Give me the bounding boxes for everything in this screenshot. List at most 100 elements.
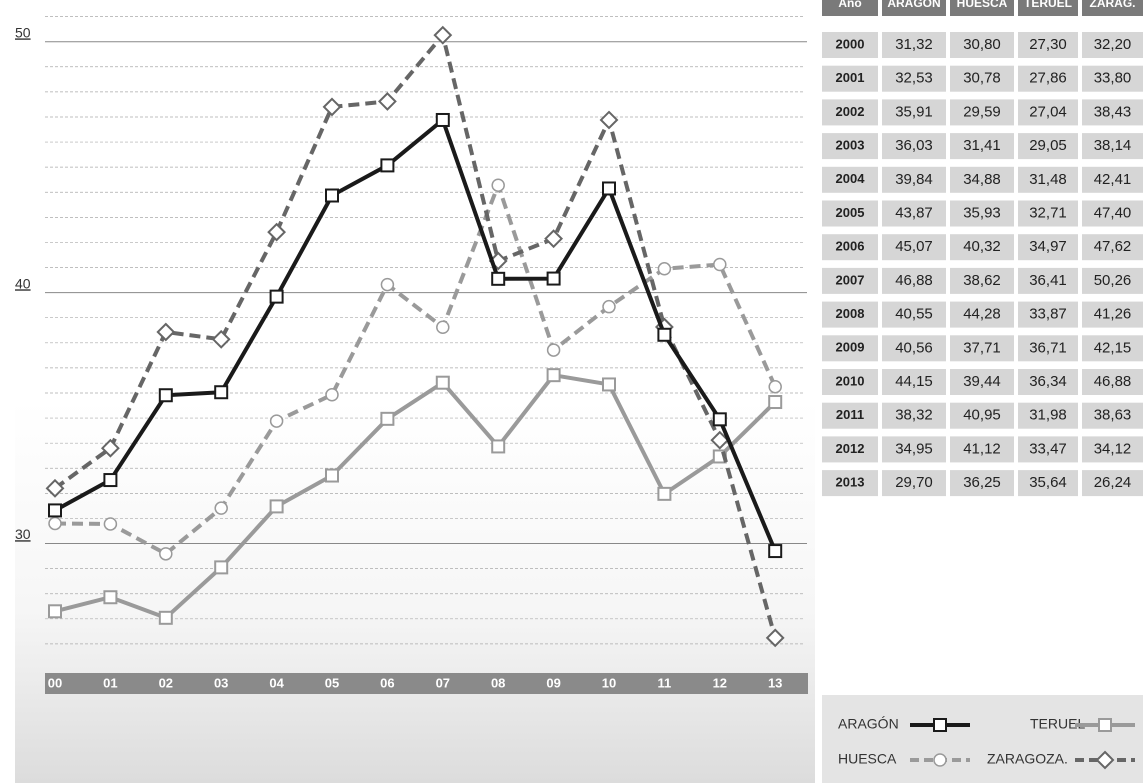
data-point	[48, 503, 62, 518]
table-value: 27,30	[1029, 36, 1067, 53]
data-point	[768, 395, 783, 410]
data-point	[710, 430, 730, 450]
data-point	[159, 547, 173, 561]
data-point	[546, 368, 561, 383]
table-value: 26,24	[1094, 474, 1132, 491]
table-cell	[882, 301, 946, 328]
x-tick-label: 04	[269, 675, 284, 690]
data-point	[214, 560, 229, 575]
table-cell	[1018, 99, 1078, 126]
table-year: 2005	[836, 205, 865, 220]
table-cell	[1018, 32, 1078, 58]
data-point	[380, 158, 395, 173]
table-cell	[822, 166, 878, 193]
table-header-cell	[882, 0, 946, 16]
table-year: 2012	[836, 441, 865, 456]
table-cell	[882, 402, 946, 429]
table-value: 38,63	[1094, 407, 1132, 424]
legend-marker	[1095, 750, 1115, 770]
data-point	[214, 385, 229, 400]
table-value: 30,78	[963, 70, 1001, 87]
table-cell	[1082, 402, 1143, 429]
x-tick-label: 12	[713, 675, 727, 690]
table-cell	[1082, 369, 1143, 395]
table-cell	[950, 369, 1014, 395]
x-tick-label: 06	[380, 675, 394, 690]
data-point	[269, 499, 284, 514]
data-point	[433, 25, 453, 45]
table-cell	[950, 301, 1014, 328]
series-line	[54, 373, 777, 620]
table-cell	[882, 133, 946, 160]
table-cell	[1082, 65, 1143, 92]
data-point	[325, 387, 339, 402]
x-tick-label: 08	[491, 675, 505, 690]
data-point	[713, 257, 727, 272]
table-value: 36,03	[895, 137, 933, 154]
table-value: 42,41	[1094, 171, 1132, 188]
data-point	[267, 222, 287, 242]
table-value: 40,56	[895, 339, 933, 356]
data-point	[491, 178, 505, 192]
table-cell	[1018, 65, 1078, 92]
table-value: 43,87	[895, 204, 933, 221]
data-point	[491, 271, 506, 286]
table-value: 34,97	[1029, 238, 1067, 255]
table-value: 37,71	[963, 339, 1001, 356]
table-cell	[950, 335, 1014, 362]
legend-marker	[933, 718, 947, 732]
data-point	[546, 343, 561, 357]
data-point	[211, 329, 231, 349]
table-cell	[1018, 335, 1078, 362]
table-cell	[882, 234, 946, 261]
data-point	[325, 468, 339, 483]
table-cell	[950, 200, 1014, 227]
table-cell	[1082, 267, 1143, 294]
table-cell	[1082, 436, 1143, 463]
data-point	[602, 299, 616, 314]
table-cell	[822, 65, 878, 92]
data-point	[768, 544, 783, 559]
data-point	[768, 379, 782, 394]
x-tick-label: 07	[436, 675, 450, 690]
table-value: 38,32	[895, 407, 933, 424]
table-value: 34,88	[963, 171, 1001, 188]
table-cell	[1018, 436, 1078, 463]
data-point	[103, 517, 118, 531]
data-point	[269, 289, 284, 304]
table-value: 40,95	[963, 407, 1001, 424]
x-tick-label: 13	[768, 675, 782, 690]
x-axis-band	[45, 673, 808, 694]
table-value: 32,53	[895, 70, 933, 87]
table-cell	[822, 32, 878, 58]
data-point	[602, 181, 616, 196]
table-value: 39,84	[895, 171, 933, 188]
table-header-cell	[1018, 0, 1078, 16]
table-cell	[822, 234, 878, 261]
table-year: 2006	[836, 239, 865, 254]
table-value: 40,55	[895, 306, 933, 323]
table-value: 31,41	[963, 137, 1001, 154]
table-cell	[1082, 301, 1143, 328]
table-value: 36,25	[963, 474, 1001, 491]
legend-label: ARAGÓN	[838, 716, 899, 732]
table-value: 27,86	[1029, 70, 1067, 87]
table-cell	[1082, 32, 1143, 58]
table-year: 2004	[836, 171, 866, 186]
table-cell	[1018, 200, 1078, 227]
table-cell	[882, 436, 946, 463]
table-cell	[1082, 335, 1143, 362]
table-value: 46,88	[1094, 373, 1132, 390]
table-value: 45,07	[895, 238, 933, 255]
data-point	[322, 97, 342, 117]
table-year: 2010	[836, 373, 865, 388]
data-point	[546, 271, 561, 286]
data-point	[48, 604, 62, 619]
table-value: 34,95	[895, 440, 933, 457]
data-point	[380, 411, 395, 426]
legend-label: TERUEL	[1030, 716, 1085, 732]
table-cell	[950, 99, 1014, 126]
table-cell	[950, 234, 1014, 261]
table-cell	[822, 402, 878, 429]
